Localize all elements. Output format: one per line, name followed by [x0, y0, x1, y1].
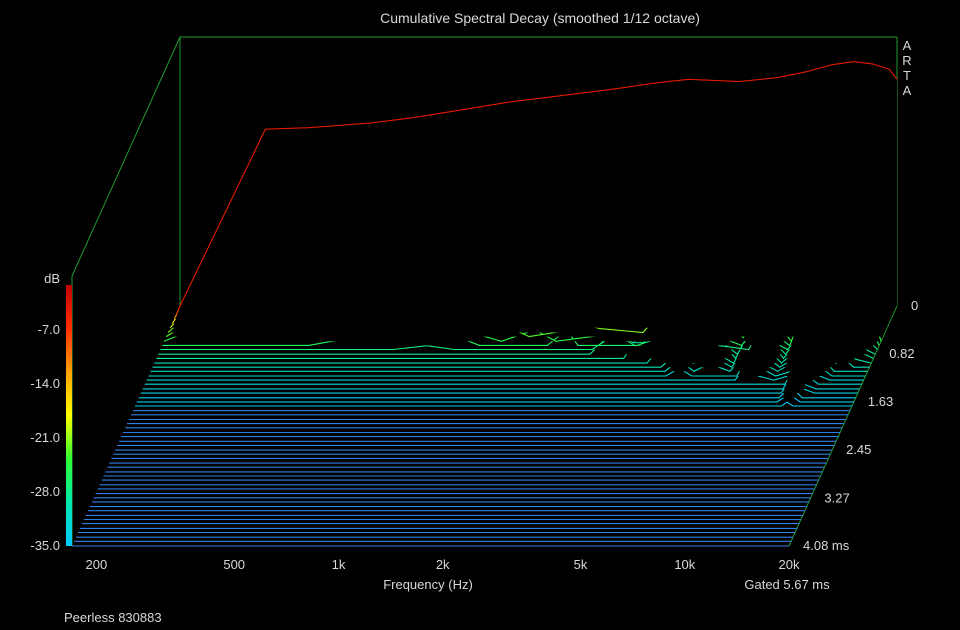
x-axis-label: Frequency (Hz): [383, 577, 473, 592]
decay-trace-mask: [136, 394, 854, 402]
watermark-letter-a1: A: [903, 38, 912, 53]
z-tick-label: 3.27: [824, 490, 849, 505]
x-ticks: 200 500 1k 2k 5k 10k 20k: [86, 557, 800, 572]
chart-title: Cumulative Spectral Decay (smoothed 1/12…: [380, 10, 700, 26]
watermark-letter-a2: A: [903, 83, 912, 98]
decay-trace-mask: [138, 386, 856, 398]
decay-trace-mask: [152, 328, 870, 368]
z-tick-label: 1.63: [868, 394, 893, 409]
z-tick-label: 2.45: [846, 442, 871, 457]
decay-trace-mask: [142, 369, 860, 389]
z-tick-label: 4.08 ms: [803, 538, 850, 553]
y-axis-label: dB: [44, 271, 60, 286]
decay-trace-line: [135, 401, 852, 407]
decay-traces: [72, 61, 898, 547]
y-tick-label: -21.0: [30, 430, 60, 445]
decay-trace-mask: [150, 336, 868, 372]
z-tick-label: 0: [911, 298, 918, 313]
y-tick-label: -28.0: [30, 484, 60, 499]
gated-note: Gated 5.67 ms: [744, 577, 830, 592]
decay-trace-line: [138, 385, 856, 399]
decay-trace-mask: [146, 353, 864, 381]
decay-trace-mask: [148, 345, 866, 376]
x-tick-label: 1k: [332, 557, 346, 572]
colorbar-strip: [66, 285, 72, 546]
watermark-letter-t: T: [903, 68, 911, 83]
y-tick-label: -35.0: [30, 538, 60, 553]
y-tick-label: -14.0: [30, 376, 60, 391]
z-tick-label: 0.82: [889, 346, 914, 361]
decay-trace-mask: [140, 377, 858, 394]
decay-trace-mask: [144, 361, 862, 385]
watermark: A R T A: [902, 38, 911, 98]
y-tick-label: -7.0: [38, 322, 60, 337]
x-tick-label: 20k: [779, 557, 800, 572]
y-ticks: -7.0 -14.0 -21.0 -28.0 -35.0: [30, 322, 60, 553]
watermark-letter-r: R: [902, 53, 911, 68]
z-ticks: 0 0.82 1.63 2.45 3.27 4.08 ms: [803, 298, 918, 553]
x-tick-label: 10k: [674, 557, 695, 572]
decay-trace-mask: [135, 402, 852, 406]
colorbar: [66, 285, 72, 546]
decay-trace-line: [179, 61, 898, 307]
x-tick-label: 500: [223, 557, 245, 572]
x-tick-label: 2k: [436, 557, 450, 572]
decay-trace-mask: [180, 61, 897, 306]
x-tick-label: 200: [86, 557, 108, 572]
frame-top-left-diagonal: [71, 36, 181, 277]
frame-bottom-right-diagonal: [788, 305, 898, 547]
device-label: Peerless 830883: [64, 610, 162, 625]
x-tick-label: 5k: [574, 557, 588, 572]
